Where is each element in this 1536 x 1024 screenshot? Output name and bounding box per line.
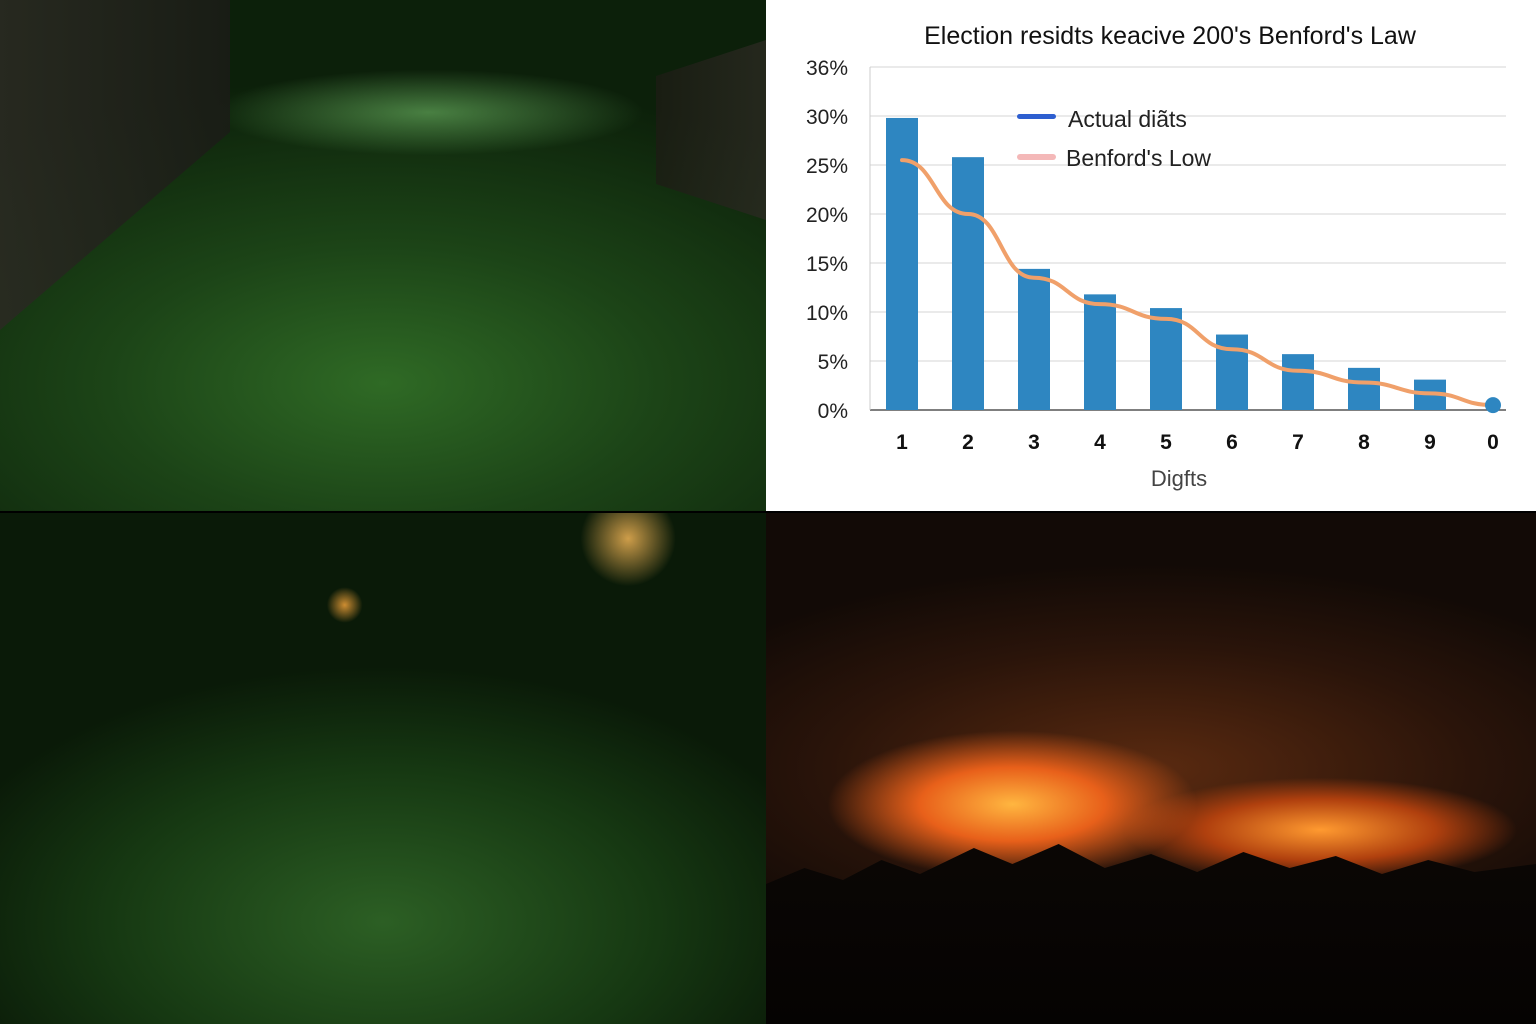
legend: Actual diãts Benford's Low: [1017, 106, 1211, 171]
x-tick-label: 7: [1292, 431, 1304, 454]
y-tick-label: 10%: [806, 302, 848, 325]
x-tick-label: 1: [896, 431, 908, 454]
crowd-photo: [0, 0, 766, 511]
chart-panel: Election residts keacive 200's Benford's…: [766, 0, 1536, 511]
x-axis-label: Digfts: [1151, 466, 1207, 491]
y-tick-label: 36%: [806, 57, 848, 80]
bar-digit-7: [1282, 354, 1314, 410]
legend-swatch-actual: [1017, 114, 1056, 119]
building-right: [656, 40, 766, 220]
benford-chart: Election residts keacive 200's Benford's…: [806, 22, 1506, 491]
x-tick-label: 2: [962, 431, 974, 454]
building-left: [0, 0, 230, 330]
x-tick-label: 3: [1028, 431, 1040, 454]
legend-swatch-benford: [1017, 154, 1056, 160]
y-tick-label: 20%: [806, 204, 848, 227]
bar-digit-3: [1018, 268, 1050, 410]
benford-point-0: [1485, 397, 1501, 414]
x-tick-label: 8: [1358, 431, 1370, 454]
y-tick-label: 5%: [818, 351, 848, 374]
benford-line: [900, 158, 1495, 408]
bar-digit-5: [1150, 308, 1182, 410]
x-tick-label: 6: [1226, 431, 1238, 454]
x-tick-label: 5: [1160, 431, 1172, 454]
x-tick-label: 4: [1094, 431, 1106, 454]
x-tick-label: 9: [1424, 431, 1436, 454]
y-tick-label: 15%: [806, 253, 848, 276]
legend-label-benford: Benford's Low: [1066, 145, 1211, 171]
fire-photo: [766, 513, 1536, 1024]
bar-digit-1: [886, 117, 918, 411]
y-tick-label: 30%: [806, 106, 848, 129]
y-tick-label: 0%: [818, 400, 848, 423]
x-tick-label: 0: [1487, 431, 1499, 454]
bar-digit-4: [1084, 294, 1116, 410]
bar-digit-2: [952, 157, 984, 410]
crowd-silhouette: [766, 844, 1536, 1024]
rally-photo: [0, 513, 766, 1024]
chart-title: Election residts keacive 200's Benford's…: [924, 22, 1417, 50]
bar-digit-8: [1348, 367, 1380, 410]
y-tick-label: 25%: [806, 155, 848, 178]
legend-label-actual: Actual diãts: [1068, 106, 1187, 132]
